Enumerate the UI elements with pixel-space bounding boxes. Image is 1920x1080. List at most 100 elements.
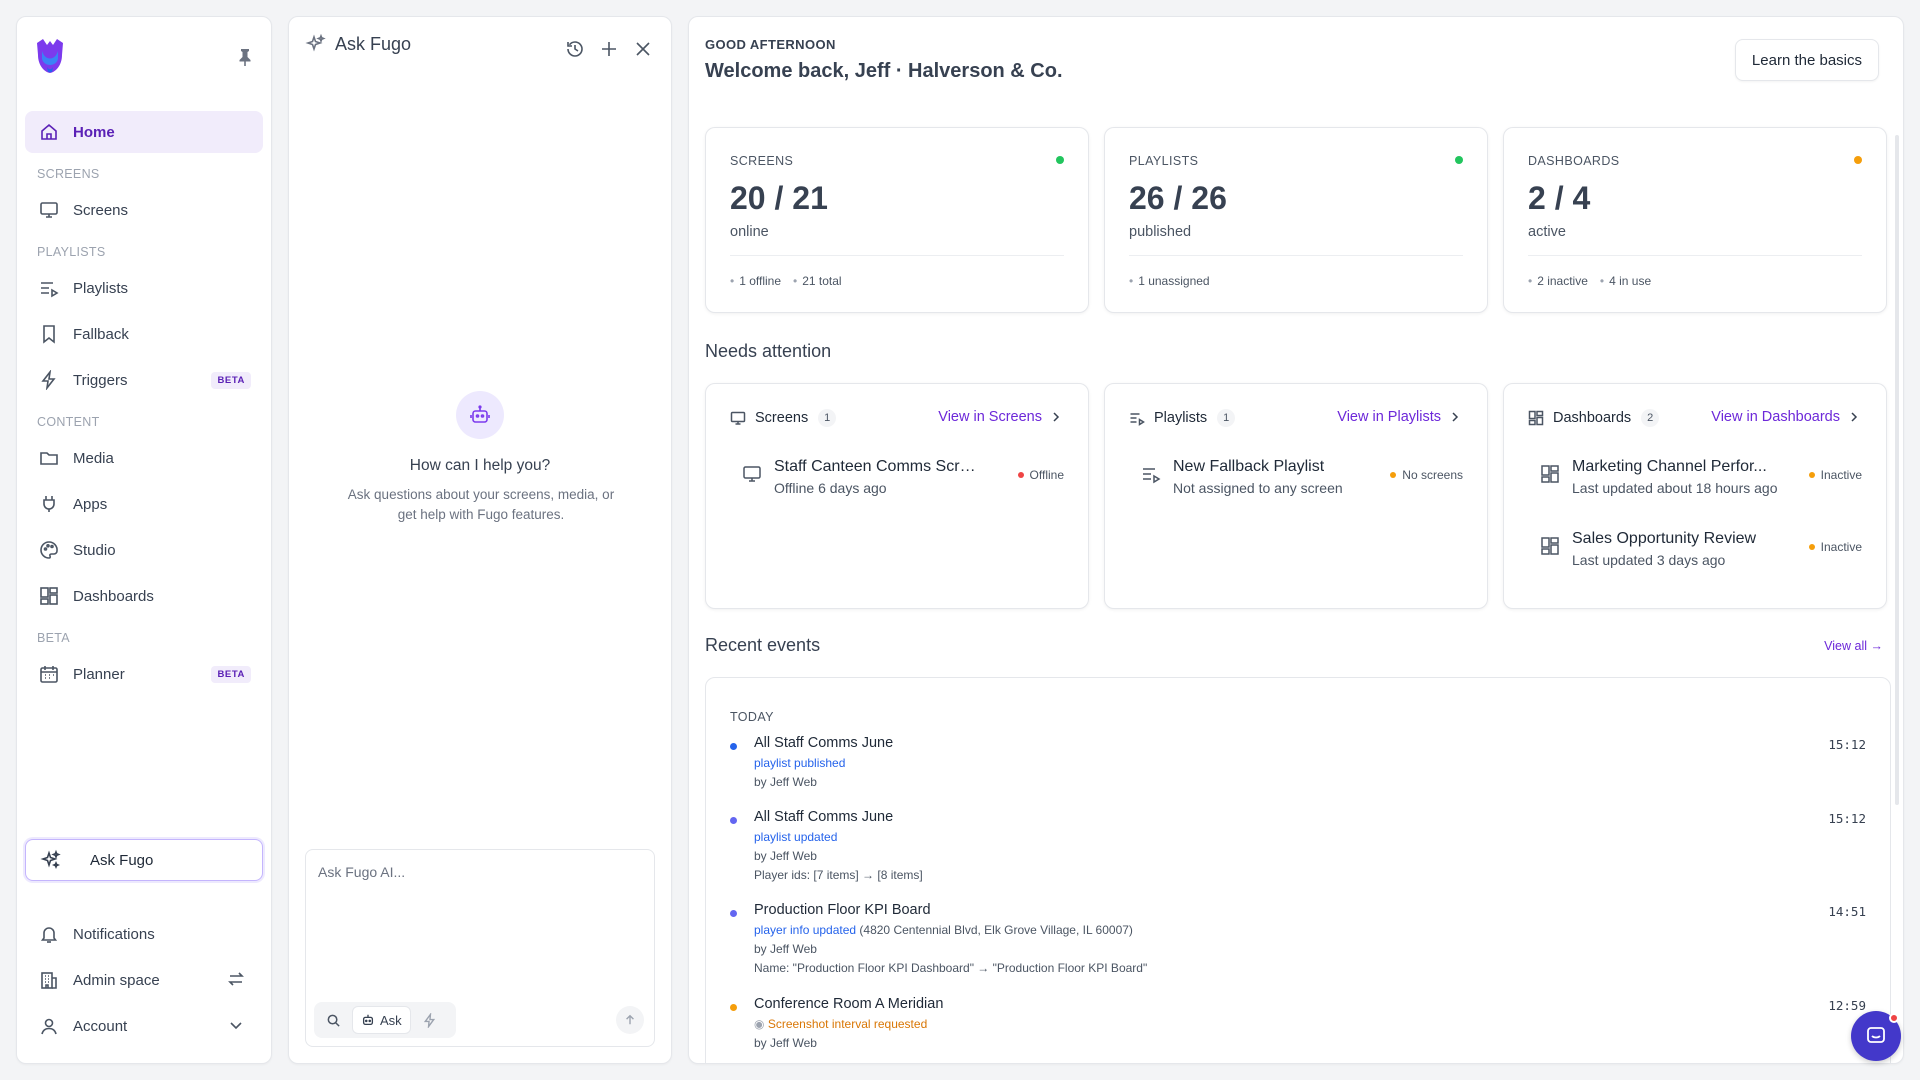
view-in-dashboards-link[interactable]: View in Dashboards [1711,409,1860,425]
event-action: playlist published [754,756,846,770]
event-action: Screenshot interval requested [767,1017,928,1031]
event-title: All Staff Comms June [754,809,894,825]
ask-fugo-button[interactable]: Ask Fugo [25,839,263,881]
status-dot [1390,472,1397,478]
chat-input[interactable]: Ask Fugo AI... [318,864,406,880]
status-dot [1854,156,1862,164]
status-label: No screens [1402,468,1463,482]
chevron-right-icon [1452,412,1459,422]
dashboard-icon [1541,537,1559,555]
sidebar-item-studio[interactable]: Studio [25,529,263,571]
event-action-extra: (4820 Centennial Blvd, Elk Grove Village… [856,923,1133,937]
attention-item[interactable]: Sales Opportunity Review Last updated 3 … [1540,530,1862,578]
count-badge: 1 [1217,409,1236,427]
sidebar-item-admin-space[interactable]: Admin space [25,959,263,1001]
sidebar-item-account[interactable]: Account [25,1005,263,1047]
composer-toolbar: Ask [314,1002,456,1038]
stat-subtitle: published [1129,224,1192,240]
attention-card-header: Playlists 1 [1129,409,1236,427]
event-title: Conference Room A Meridian [754,996,944,1012]
plus-icon[interactable] [599,39,619,59]
view-in-playlists-link[interactable]: View in Playlists [1337,409,1461,425]
scrollbar[interactable] [1895,135,1899,805]
view-all-link[interactable]: View all → [1824,639,1883,653]
empty-state-title: How can I help you? [409,457,551,474]
ask-panel-title: Ask Fugo [335,33,412,54]
divider [1129,255,1463,256]
attention-item[interactable]: Staff Canteen Comms Screen Offline 6 day… [742,458,1064,506]
notification-dot [1889,1013,1899,1023]
attention-card-title: Playlists [1154,410,1208,426]
stat-meta-item: 2 inactive [1528,274,1588,288]
sidebar-item-media[interactable]: Media [25,437,263,479]
support-chat-button[interactable] [1851,1011,1901,1061]
event-time: 12:59 [1828,998,1866,1013]
section-label-content: CONTENT [37,415,100,429]
event-action: playlist updated [754,830,838,844]
sidebar-item-planner[interactable]: Planner BETA [25,653,263,695]
section-label-screens: SCREENS [37,167,100,181]
section-title-needs-attention: Needs attention [705,341,832,361]
sidebar: Home SCREENS Screens PLAYLISTS Playlists… [16,16,272,1064]
empty-state-subtitle: Ask questions about your screens, media,… [347,487,615,522]
divider [1528,255,1862,256]
sidebar-item-home[interactable]: Home [25,111,263,153]
stat-meta: 2 inactive 4 in use [1528,274,1651,288]
ask-panel-header: Ask Fugo [305,33,411,55]
bookmark-icon [43,325,55,344]
view-in-screens-link[interactable]: View in Screens [938,409,1062,425]
stat-card-playlists[interactable]: PLAYLISTS 26 / 26 published 1 unassigned [1104,127,1488,313]
sidebar-item-dashboards[interactable]: Dashboards [25,575,263,617]
sidebar-item-label: Playlists [73,279,129,297]
switch-arrows-icon[interactable] [227,970,245,988]
chevron-down-icon[interactable] [227,1016,245,1034]
sparkles-icon [305,33,326,52]
sidebar-item-label: Dashboards [73,587,154,605]
close-icon[interactable] [633,39,653,59]
link-label: View in Screens [938,409,1042,425]
sidebar-item-notifications[interactable]: Notifications [25,913,263,955]
fugo-logo[interactable] [33,37,67,75]
chevron-right-icon [1851,412,1858,422]
ask-mode-button[interactable]: Ask [352,1006,411,1034]
stat-value: 20 / 21 [730,180,828,216]
event-detail: Name: "Production Floor KPI Dashboard" →… [754,961,1148,975]
stat-card-dashboards[interactable]: DASHBOARDS 2 / 4 active 2 inactive 4 in … [1503,127,1887,313]
status-dot [1455,156,1463,164]
home-icon [41,123,57,140]
item-title: Staff Canteen Comms Screen [774,458,984,475]
day-label: TODAY [730,710,774,724]
bell-icon [40,927,58,943]
stat-subtitle: active [1528,224,1566,240]
playlist-icon [1143,468,1161,484]
ask-mode-label: Ask [380,1012,402,1028]
stat-card-screens[interactable]: SCREENS 20 / 21 online 1 offline 21 tota… [705,127,1089,313]
pin-icon[interactable] [235,47,255,67]
playlist-icon [41,282,59,298]
chat-composer[interactable]: Ask Fugo AI... Ask [305,849,655,1047]
sidebar-item-fallback[interactable]: Fallback [25,313,263,355]
attention-item[interactable]: New Fallback Playlist Not assigned to an… [1141,458,1463,506]
event-time: 14:51 [1828,904,1866,919]
sidebar-item-playlists[interactable]: Playlists [25,267,263,309]
main-content: GOOD AFTERNOON Welcome back, Jeff · Halv… [688,16,1904,1064]
lightning-icon[interactable] [417,1007,443,1033]
bot-icon [362,1014,374,1026]
send-button[interactable] [616,1006,644,1034]
learn-basics-button[interactable]: Learn the basics [1734,39,1879,81]
status-dot [1017,472,1024,478]
sidebar-item-screens[interactable]: Screens [25,189,263,231]
search-icon[interactable] [320,1007,346,1033]
attention-item[interactable]: Marketing Channel Perfor... Last updated… [1540,458,1862,506]
history-icon[interactable] [565,39,585,59]
beta-badge: BETA [211,666,251,683]
chevron-right-icon [1053,412,1060,422]
sidebar-item-label: Apps [73,495,108,513]
item-title: Sales Opportunity Review [1572,530,1757,547]
lightning-icon [41,370,56,390]
sidebar-item-triggers[interactable]: Triggers BETA [25,359,263,401]
sidebar-item-apps[interactable]: Apps [25,483,263,525]
palette-icon [40,541,58,559]
event-dot [730,743,737,750]
link-label: View in Dashboards [1711,409,1840,425]
